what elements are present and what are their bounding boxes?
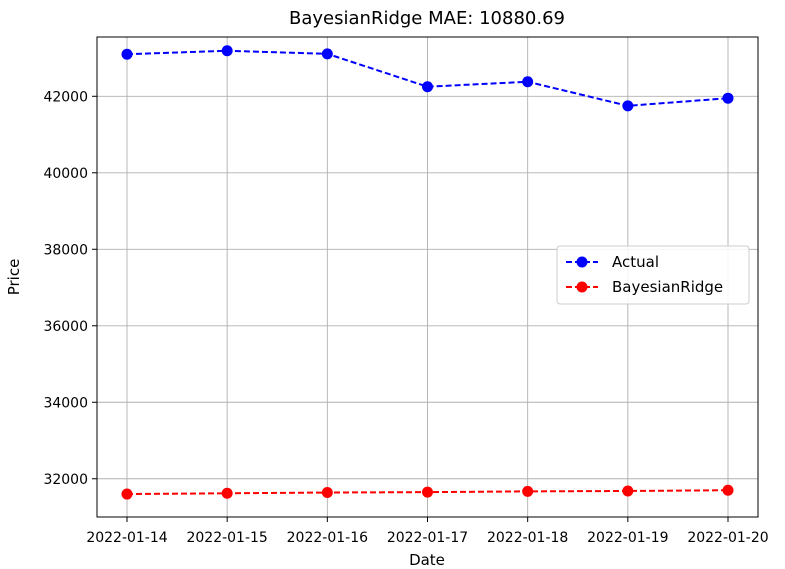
legend: Actual BayesianRidge (556, 245, 750, 305)
data-point-bayesianridge (121, 488, 133, 500)
data-point-actual (422, 81, 433, 93)
data-point-bayesianridge (622, 485, 634, 497)
chart-title: BayesianRidge MAE: 10880.69 (289, 8, 565, 29)
data-point-actual (221, 45, 233, 57)
data-point-bayesianridge (221, 487, 233, 499)
x-tick-label: 2022-01-19 (587, 530, 668, 546)
y-axis-label: Price (5, 259, 23, 296)
legend-label-bayesianridge: BayesianRidge (612, 278, 723, 296)
x-tick-label: 2022-01-18 (487, 530, 568, 546)
y-tick-label: 36000 (43, 319, 88, 335)
y-tick-label: 40000 (43, 166, 88, 182)
series-layer (121, 45, 734, 500)
y-tick-label: 32000 (43, 472, 88, 488)
legend-label-actual: Actual (612, 253, 659, 271)
legend-box (556, 245, 750, 305)
y-tick-label: 42000 (43, 89, 88, 105)
data-point-actual (722, 92, 734, 104)
x-axis-label: Date (409, 551, 445, 569)
data-point-bayesianridge (722, 484, 734, 496)
y-axis: 32000 34000 36000 38000 40000 42000 (43, 89, 97, 488)
x-tick-label: 2022-01-16 (287, 530, 368, 546)
data-point-bayesianridge (422, 486, 433, 498)
data-point-bayesianridge (321, 487, 333, 499)
y-tick-label: 38000 (43, 242, 88, 258)
y-tick-label: 34000 (43, 395, 88, 411)
x-tick-label: 2022-01-17 (387, 530, 468, 546)
x-tick-label: 2022-01-15 (186, 530, 267, 546)
legend-marker-bayesianridge (576, 281, 588, 293)
x-axis: 2022-01-14 2022-01-15 2022-01-16 2022-01-17… (86, 517, 769, 546)
data-point-actual (321, 48, 333, 60)
data-point-actual (121, 48, 133, 60)
data-point-actual (622, 100, 634, 112)
data-point-actual (522, 76, 534, 88)
x-tick-label: 2022-01-14 (86, 530, 167, 546)
x-tick-label: 2022-01-20 (687, 530, 768, 546)
data-point-bayesianridge (522, 485, 534, 497)
legend-marker-actual (576, 256, 588, 268)
